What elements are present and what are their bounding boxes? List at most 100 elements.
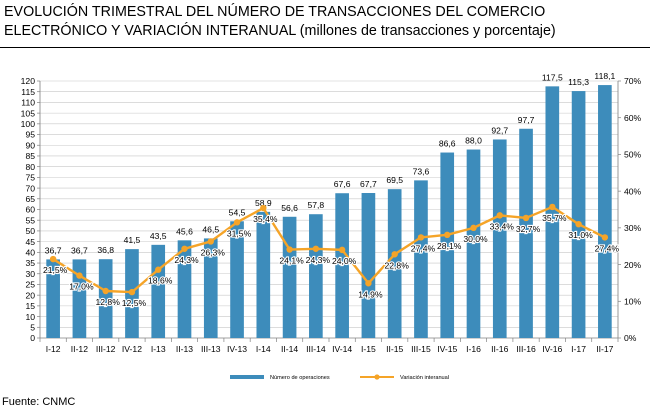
y-right-tick-label: 40% bbox=[624, 186, 642, 196]
bar-value-label: 97,7 bbox=[518, 115, 535, 125]
x-tick-label: III-14 bbox=[306, 344, 326, 354]
bar-value-label: 45,6 bbox=[176, 226, 193, 236]
line-point bbox=[549, 203, 556, 211]
bar-value-label: 36,7 bbox=[45, 245, 62, 255]
line-value-label: 24,1% bbox=[279, 256, 304, 266]
chart-title: EVOLUCIÓN TRIMESTRAL DEL NÚMERO DE TRANS… bbox=[4, 3, 644, 41]
line-point bbox=[496, 212, 503, 219]
y-axis-left: 0510152025303540455055606570758085909510… bbox=[21, 76, 40, 343]
bar-value-label: 73,6 bbox=[413, 166, 430, 176]
line-value-label: 33,4% bbox=[490, 221, 515, 231]
bar bbox=[98, 259, 113, 338]
y-left-tick-label: 15 bbox=[25, 301, 35, 311]
y-left-tick-label: 80 bbox=[25, 162, 35, 172]
x-tick-label: I-14 bbox=[256, 344, 271, 354]
y-right-tick-label: 0% bbox=[624, 333, 637, 343]
bar bbox=[492, 139, 507, 338]
bar bbox=[309, 214, 323, 338]
x-tick-label: IV-13 bbox=[227, 344, 247, 354]
line-value-label: 28,1% bbox=[437, 241, 462, 251]
bar bbox=[387, 189, 402, 338]
line-point bbox=[128, 288, 136, 296]
line-point bbox=[417, 234, 425, 241]
line-point bbox=[286, 246, 293, 253]
line-point bbox=[444, 231, 451, 239]
bar-value-label: 57,8 bbox=[307, 200, 324, 210]
bar bbox=[203, 238, 218, 338]
y-right-tick-label: 30% bbox=[624, 223, 642, 233]
y-left-tick-label: 105 bbox=[21, 108, 36, 118]
x-tick-label: I-15 bbox=[361, 344, 376, 354]
x-tick-label: IV-15 bbox=[437, 344, 457, 354]
bar-value-label: 54,5 bbox=[229, 207, 246, 217]
x-tick-label: I-13 bbox=[151, 344, 166, 354]
bar-value-label: 56,6 bbox=[281, 203, 298, 213]
y-left-tick-label: 45 bbox=[25, 237, 35, 247]
x-tick-label: IV-12 bbox=[122, 344, 142, 354]
line-value-label: 18,6% bbox=[148, 276, 173, 286]
line-point bbox=[155, 266, 162, 273]
y-left-tick-label: 20 bbox=[25, 290, 35, 300]
bar-value-label: 67,6 bbox=[334, 179, 351, 189]
bar bbox=[335, 193, 349, 338]
y-left-tick-label: 95 bbox=[25, 130, 35, 140]
y-left-tick-label: 110 bbox=[21, 98, 35, 108]
line-point bbox=[260, 204, 267, 212]
line-point bbox=[575, 220, 582, 228]
line-value-label: 12,8% bbox=[95, 297, 120, 307]
x-axis-ticks: I-12 II-12 III-12 IV-12 I-13 II-13 III-13 IV-13… bbox=[39, 338, 619, 354]
title-line-2: ELECTRÓNICO Y VARIACIÓN INTERANUAL (mill… bbox=[4, 23, 556, 39]
bar-data-labels: 36,7 36,7 36,8 41,5 43,5 45,6 46,5 54,5 58,9 56,6… bbox=[45, 71, 616, 255]
y-left-tick-label: 115 bbox=[21, 87, 35, 97]
y-left-tick-label: 120 bbox=[21, 76, 36, 86]
x-tick-label: II-15 bbox=[386, 344, 403, 354]
y-axis-right: 0% 10% 20% 30% 40% 50% 60% 70% bbox=[618, 76, 642, 343]
line-value-label: 35,4% bbox=[253, 214, 278, 224]
x-tick-label: II-12 bbox=[71, 344, 88, 354]
x-tick-label: I-16 bbox=[466, 344, 481, 354]
x-tick-label: I-12 bbox=[46, 344, 61, 354]
line-value-label: 22,8% bbox=[384, 260, 409, 270]
line-point bbox=[312, 245, 320, 252]
y-left-tick-label: 70 bbox=[25, 183, 35, 193]
line-value-label: 24,0% bbox=[332, 256, 357, 266]
line-value-label: 24,3% bbox=[174, 255, 199, 265]
x-tick-label: IV-16 bbox=[542, 344, 562, 354]
line-value-label: 31,5% bbox=[227, 228, 252, 238]
x-tick-label: II-14 bbox=[281, 344, 298, 354]
bar bbox=[519, 128, 533, 338]
y-right-tick-label: 70% bbox=[624, 76, 642, 86]
line-value-label: 26,3% bbox=[201, 247, 226, 257]
line-value-label: 17,0% bbox=[69, 282, 94, 292]
y-right-tick-label: 10% bbox=[624, 296, 642, 306]
y-right-tick-label: 50% bbox=[624, 150, 642, 160]
x-tick-label: I-17 bbox=[571, 344, 586, 354]
x-tick-label: IV-14 bbox=[332, 344, 352, 354]
x-tick-label: III-12 bbox=[96, 344, 116, 354]
y-left-tick-label: 75 bbox=[25, 173, 35, 183]
bar bbox=[256, 211, 271, 338]
x-tick-label: II-16 bbox=[491, 344, 508, 354]
y-left-tick-label: 40 bbox=[25, 248, 35, 258]
y-left-tick-label: 60 bbox=[25, 205, 35, 215]
x-tick-label: III-16 bbox=[516, 344, 536, 354]
line-value-label: 12,5% bbox=[122, 298, 147, 308]
line-point bbox=[233, 219, 241, 226]
bar bbox=[72, 259, 87, 338]
y-left-tick-label: 30 bbox=[25, 269, 35, 279]
bar-value-label: 58,9 bbox=[255, 198, 272, 208]
y-left-tick-label: 25 bbox=[25, 280, 35, 290]
line-point bbox=[365, 280, 372, 287]
x-tick-label: II-17 bbox=[596, 344, 613, 354]
bar-value-label: 36,8 bbox=[97, 245, 114, 255]
source-note: Fuente: CNMC bbox=[2, 396, 76, 408]
line-point bbox=[207, 238, 214, 245]
line-point bbox=[601, 234, 609, 241]
y-left-tick-label: 65 bbox=[25, 194, 35, 204]
line-value-label: 31,0% bbox=[568, 230, 593, 240]
line-value-label: 30,0% bbox=[463, 234, 488, 244]
bar-value-label: 43,5 bbox=[150, 231, 167, 241]
bar bbox=[466, 149, 481, 338]
bar-value-label: 115,3 bbox=[568, 77, 589, 87]
x-tick-label: III-13 bbox=[201, 344, 221, 354]
